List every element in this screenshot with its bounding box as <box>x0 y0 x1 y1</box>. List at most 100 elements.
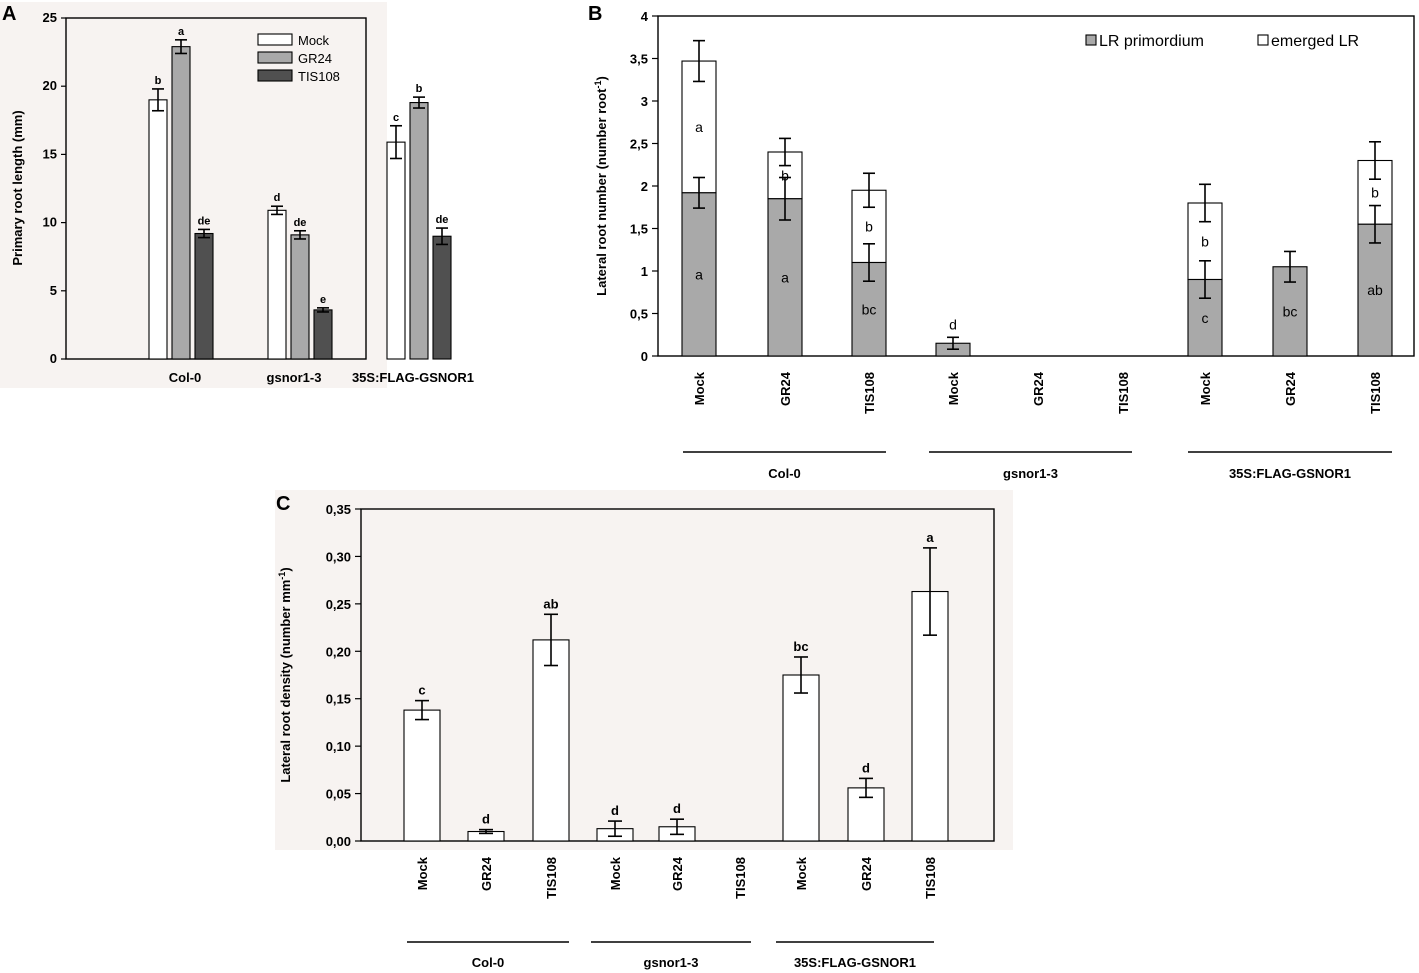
legend-swatch-tis108 <box>257 69 293 82</box>
legend-label-mock: Mock <box>298 33 330 48</box>
panel-a-categories: Col-0 gsnor1-3 35S:FLAG-GSNOR1 <box>169 370 474 385</box>
panel-a-bar-col-0-gr24-letter: a <box>178 26 185 38</box>
legend-swatch-gr24 <box>257 51 293 64</box>
panel-b-groups: Col-0 gsnor1-3 35S:FLAG-GSNOR1 <box>683 451 1392 481</box>
panel-b-legend: LR primordium emerged LR <box>1085 33 1359 50</box>
panel-b-bar-col-0-mock-emerged-letter: a <box>695 119 703 135</box>
panel-a-bar-35s-flag-gsnor1-tis108 <box>432 235 452 360</box>
panel-b-y-tick-label: 1 <box>641 264 648 279</box>
panel-a-y-axis-label: Primary root length (mm) <box>10 110 25 265</box>
panel-b-y-tick-label: 0 <box>641 349 648 364</box>
panel-c-y-tick-label: 0,05 <box>326 787 351 802</box>
panel-b-bar-35s-flag-gsnor1-tis108-primordium-letter: ab <box>1367 282 1383 298</box>
panel-c-bar-col-0-mock-letter: c <box>418 683 425 698</box>
legend-swatch-emerged <box>1257 34 1269 46</box>
panel-c-y-ticks: 0,00 0,05 0,10 0,15 0,20 0,25 0,30 0,35 <box>326 502 361 849</box>
panel-a-bar-col-0-tis108 <box>194 232 214 360</box>
panel-c-category-gr24: GR24 <box>859 856 874 891</box>
panel-b: B Lateral root number (number root-1) 00… <box>588 3 1415 481</box>
panel-c-category-tis108: TIS108 <box>544 857 559 899</box>
panel-a-y-tick-label: 15 <box>43 146 57 161</box>
panel-b-bar-col-0-mock-emerged <box>681 60 717 194</box>
panel-b-bar-col-0-gr24-primordium-letter: a <box>781 269 789 285</box>
panel-b-y-tick-label: 1,5 <box>630 222 648 237</box>
panel-b-category-gr24: GR24 <box>1031 371 1046 406</box>
legend-label-gr24: GR24 <box>298 51 332 66</box>
panel-c-y-tick-label: 0,25 <box>326 597 351 612</box>
panel-c-bars: c d ab d d bc d a <box>403 530 949 842</box>
panel-c-bar-35s-flag-gsnor1-mock-letter: bc <box>793 639 808 654</box>
legend-label-emerged: emerged LR <box>1271 33 1359 50</box>
panel-c-y-axis-label: Lateral root density (number mm-1) <box>277 567 293 782</box>
panel-a-bars: b d c a de b de e de <box>148 26 452 360</box>
panel-b-bar-col-0-mock-primordium-letter: a <box>695 266 703 282</box>
panel-c-bar-35s-flag-gsnor1-mock <box>782 674 820 842</box>
panel-c-category-tis108: TIS108 <box>923 857 938 899</box>
panel-b-y-tick-label: 2 <box>641 179 648 194</box>
panel-a-label: A <box>2 3 16 25</box>
panel-a-bar-col-0-tis108-letter: de <box>198 215 211 227</box>
panel-b-group-label-col-0: Col-0 <box>768 466 801 481</box>
panel-a-y-tick-label: 10 <box>43 215 57 230</box>
panel-c-label: C <box>276 493 290 515</box>
panel-c-bar-col-0-tis108 <box>532 639 570 842</box>
panel-c-bar-col-0-mock <box>403 709 441 842</box>
panel-c-y-tick-label: 0,35 <box>326 502 351 517</box>
panel-c-y-tick-label: 0,00 <box>326 834 351 849</box>
panel-c-category-gr24: GR24 <box>670 856 685 891</box>
panel-a-bar-35s-flag-gsnor1-mock <box>386 141 406 360</box>
panel-a-y-tick-label: 20 <box>43 78 57 93</box>
panel-a-y-tick-label: 25 <box>43 10 57 25</box>
legend-label-tis108: TIS108 <box>298 69 340 84</box>
panel-b-category-tis108: TIS108 <box>862 372 877 414</box>
panel-b-category-mock: Mock <box>946 371 961 405</box>
panel-b-y-tick-label: 2,5 <box>630 137 648 152</box>
legend-swatch-mock <box>257 33 293 46</box>
panel-c-bar-col-0-tis108-letter: ab <box>543 596 558 611</box>
panel-a: A Primary root length (mm) 0 5 10 15 20 25 b d… <box>0 2 474 388</box>
panel-a-y-ticks: 0 5 10 15 20 25 <box>43 10 66 366</box>
panel-a-category-35s: 35S:FLAG-GSNOR1 <box>352 370 474 385</box>
panel-a-bar-col-0-mock-letter: b <box>155 75 162 87</box>
panel-a-legend: Mock GR24 TIS108 <box>257 33 340 84</box>
panel-b-category-tis108: TIS108 <box>1368 372 1383 414</box>
panel-a-category-col0: Col-0 <box>169 370 202 385</box>
panel-c-group-label-col-0: Col-0 <box>472 955 505 970</box>
panel-b-bar-col-0-gr24-emerged-letter: b <box>781 167 789 183</box>
panel-a-bar-35s-flag-gsnor1-gr24 <box>409 102 429 360</box>
panel-c-bar-gsnor1-3-mock-letter: d <box>611 803 619 818</box>
panel-b-category-gr24: GR24 <box>778 371 793 406</box>
panel-b-y-tick-label: 0,5 <box>630 307 648 322</box>
panel-b-bar-35s-flag-gsnor1-mock-primordium-letter: c <box>1202 310 1209 326</box>
panel-c-category-mock: Mock <box>608 856 623 890</box>
panel-b-category-gr24: GR24 <box>1283 371 1298 406</box>
panel-b-category-tis108: TIS108 <box>1116 372 1131 414</box>
panel-a-bar-gsnor1-3-gr24-letter: de <box>294 217 307 229</box>
panel-c-y-tick-label: 0,10 <box>326 739 351 754</box>
panel-b-bar-35s-flag-gsnor1-gr24-primordium-letter: bc <box>1283 303 1298 319</box>
panel-c-background <box>275 490 1013 850</box>
panel-c-bar-col-0-gr24-letter: d <box>482 812 490 827</box>
panel-c-bar-35s-flag-gsnor1-tis108-letter: a <box>926 530 934 545</box>
panel-a-y-tick-label: 5 <box>50 283 57 298</box>
panel-b-bar-35s-flag-gsnor1-tis108-emerged-letter: b <box>1371 184 1379 200</box>
panel-a-bar-col-0-mock <box>148 99 168 360</box>
panel-a-plot-frame <box>65 17 367 360</box>
panel-b-category-mock: Mock <box>692 371 707 405</box>
panel-b-group-label-35s-flag-gsnor1: 35S:FLAG-GSNOR1 <box>1229 466 1351 481</box>
panel-b-y-ticks: 0 0,5 1 1,5 2 2,5 3 3,5 4 <box>630 9 658 364</box>
panel-b-categories: Mock GR24 TIS108 Mock GR24 TIS108 Mock GR24 TIS1… <box>692 371 1383 414</box>
panel-a-bar-col-0-gr24 <box>171 46 191 360</box>
panel-c-category-mock: Mock <box>794 856 809 890</box>
panel-a-y-tick-label: 0 <box>50 351 57 366</box>
panel-b-bar-col-0-mock-primordium <box>681 192 717 357</box>
panel-b-bar-col-0-tis108-primordium-letter: bc <box>862 301 877 317</box>
panel-c-y-tick-label: 0,20 <box>326 644 351 659</box>
panel-c: C Lateral root density (number mm-1) 0,0… <box>275 490 1013 970</box>
panel-c-group-label-gsnor1-3: gsnor1-3 <box>644 955 699 970</box>
legend-label-primordium: LR primordium <box>1099 33 1204 50</box>
panel-a-bar-gsnor1-3-mock <box>267 209 287 360</box>
panel-b-bar-gsnor1-3-mock-primordium-letter: d <box>949 316 957 332</box>
